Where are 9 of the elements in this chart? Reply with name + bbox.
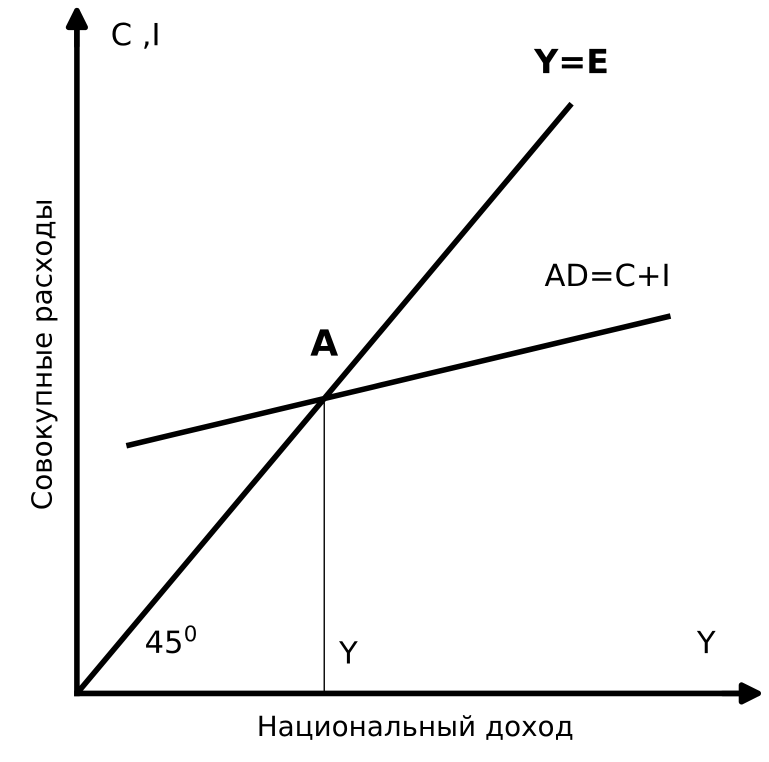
- y-axis-title: Совокупные расходы: [31, 200, 58, 509]
- annotation: Y: [339, 641, 358, 664]
- annotation: A: [310, 329, 338, 356]
- text: C ,I: [112, 22, 158, 49]
- annotation: 45$^{0}$: [146, 625, 196, 654]
- text: Y: [696, 630, 716, 654]
- x-axis-title: Национальный доход: [259, 715, 572, 740]
- series-label: Y=E: [534, 48, 607, 74]
- series-label: AD=C+I: [544, 263, 668, 286]
